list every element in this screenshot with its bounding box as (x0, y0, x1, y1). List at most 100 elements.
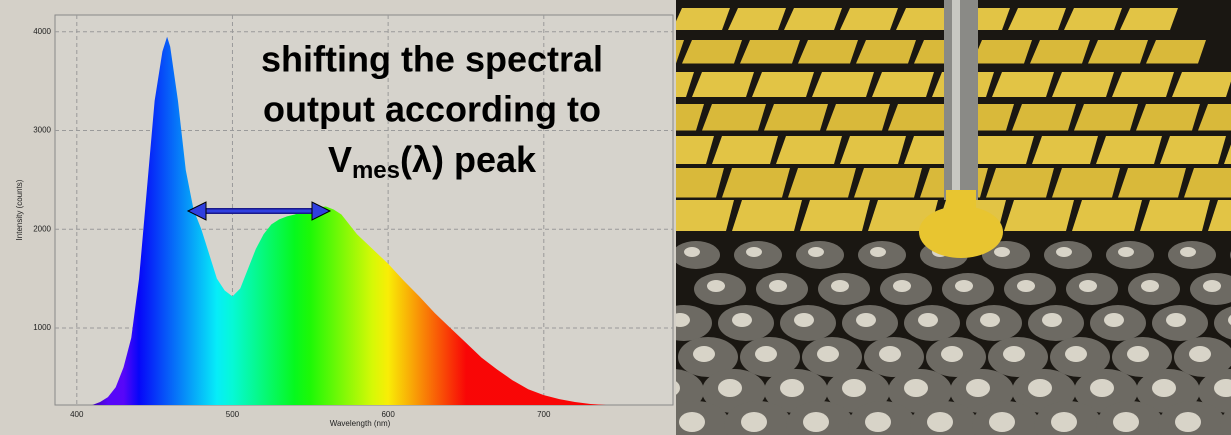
bump-highlight (684, 247, 700, 257)
pad (1096, 136, 1162, 164)
bump-highlight (1203, 280, 1221, 292)
bump-highlight (1104, 313, 1124, 327)
pad (764, 104, 828, 131)
pad (826, 104, 890, 131)
pad (1140, 200, 1210, 231)
bump-highlight (955, 280, 973, 292)
bump-highlight (1042, 313, 1062, 327)
bump-highlight (803, 412, 829, 432)
bump-highlight (1051, 412, 1077, 432)
y-tick-label: 4000 (33, 27, 51, 36)
pad (682, 40, 742, 64)
bump-highlight (1141, 280, 1159, 292)
bump-highlight (989, 412, 1015, 432)
bump-highlight (1028, 379, 1052, 397)
pad (1012, 104, 1076, 131)
pad (784, 8, 842, 30)
bump-highlight (1189, 346, 1211, 362)
pad (1052, 72, 1114, 97)
bump-highlight (1127, 346, 1149, 362)
pad (840, 8, 898, 30)
bump-highlight (1065, 346, 1087, 362)
bump-highlight (966, 379, 990, 397)
bump-highlight (679, 412, 705, 432)
pad (752, 72, 814, 97)
bump-highlight (794, 313, 814, 327)
x-tick-label: 400 (70, 410, 84, 419)
annotation-subscript: mes (352, 157, 400, 184)
bump-highlight (1017, 280, 1035, 292)
pad (676, 200, 734, 231)
bump-highlight (1118, 247, 1134, 257)
pad (722, 168, 790, 198)
pad (1064, 8, 1122, 30)
pad (872, 72, 934, 97)
pad (1120, 8, 1178, 30)
pad (728, 8, 786, 30)
bump-highlight (718, 379, 742, 397)
bump-highlight (1175, 412, 1201, 432)
pad (1172, 72, 1231, 97)
bump-highlight (893, 280, 911, 292)
bump-highlight (994, 247, 1010, 257)
bump-highlight (746, 247, 762, 257)
x-tick-label: 600 (381, 410, 395, 419)
pad (812, 72, 874, 97)
annotation-suffix: (λ) peak (400, 139, 537, 180)
pad (798, 40, 858, 64)
pad (840, 136, 906, 164)
bump-highlight (1079, 280, 1097, 292)
bump-highlight (808, 247, 824, 257)
bump-highlight (755, 346, 777, 362)
pad (992, 72, 1054, 97)
bump-highlight (856, 313, 876, 327)
pad (712, 136, 778, 164)
pad (800, 200, 870, 231)
x-axis-label: Wavelength (nm) (330, 419, 391, 428)
pad (972, 40, 1032, 64)
drop-stream (946, 190, 976, 230)
pad (854, 168, 922, 198)
chart: shifting the spectral output according t… (0, 0, 676, 435)
bump-highlight (1180, 247, 1196, 257)
pad (1032, 136, 1098, 164)
pad (1004, 200, 1074, 231)
annotation-line: shifting the spectral (261, 39, 603, 80)
bump-highlight (865, 412, 891, 432)
annotation-symbol: V (328, 139, 352, 180)
pad (1008, 8, 1066, 30)
needle-highlight (952, 0, 960, 200)
bump-highlight (1090, 379, 1114, 397)
pad (676, 168, 724, 198)
pad (1074, 104, 1138, 131)
bump-highlight (1113, 412, 1139, 432)
bump-highlight (879, 346, 901, 362)
pad (1072, 200, 1142, 231)
bump-highlight (831, 280, 849, 292)
pad (702, 104, 766, 131)
bump-highlight (870, 247, 886, 257)
pad (1146, 40, 1206, 64)
pad (788, 168, 856, 198)
pad (1112, 72, 1174, 97)
bump-highlight (693, 346, 715, 362)
bump-highlight (1056, 247, 1072, 257)
pad (692, 72, 754, 97)
pad (986, 168, 1054, 198)
pad (1136, 104, 1200, 131)
bump-highlight (980, 313, 1000, 327)
bump-highlight (941, 346, 963, 362)
bump-highlight (842, 379, 866, 397)
bump-highlight (918, 313, 938, 327)
bump-highlight (1166, 313, 1186, 327)
pad (1118, 168, 1186, 198)
pad (888, 104, 952, 131)
bump-highlight (780, 379, 804, 397)
bump-highlight (904, 379, 928, 397)
y-tick-label: 3000 (33, 126, 51, 135)
pad (740, 40, 800, 64)
bump-highlight (1152, 379, 1176, 397)
bump-highlight (732, 313, 752, 327)
y-tick-label: 1000 (33, 323, 51, 332)
needle (944, 0, 978, 200)
